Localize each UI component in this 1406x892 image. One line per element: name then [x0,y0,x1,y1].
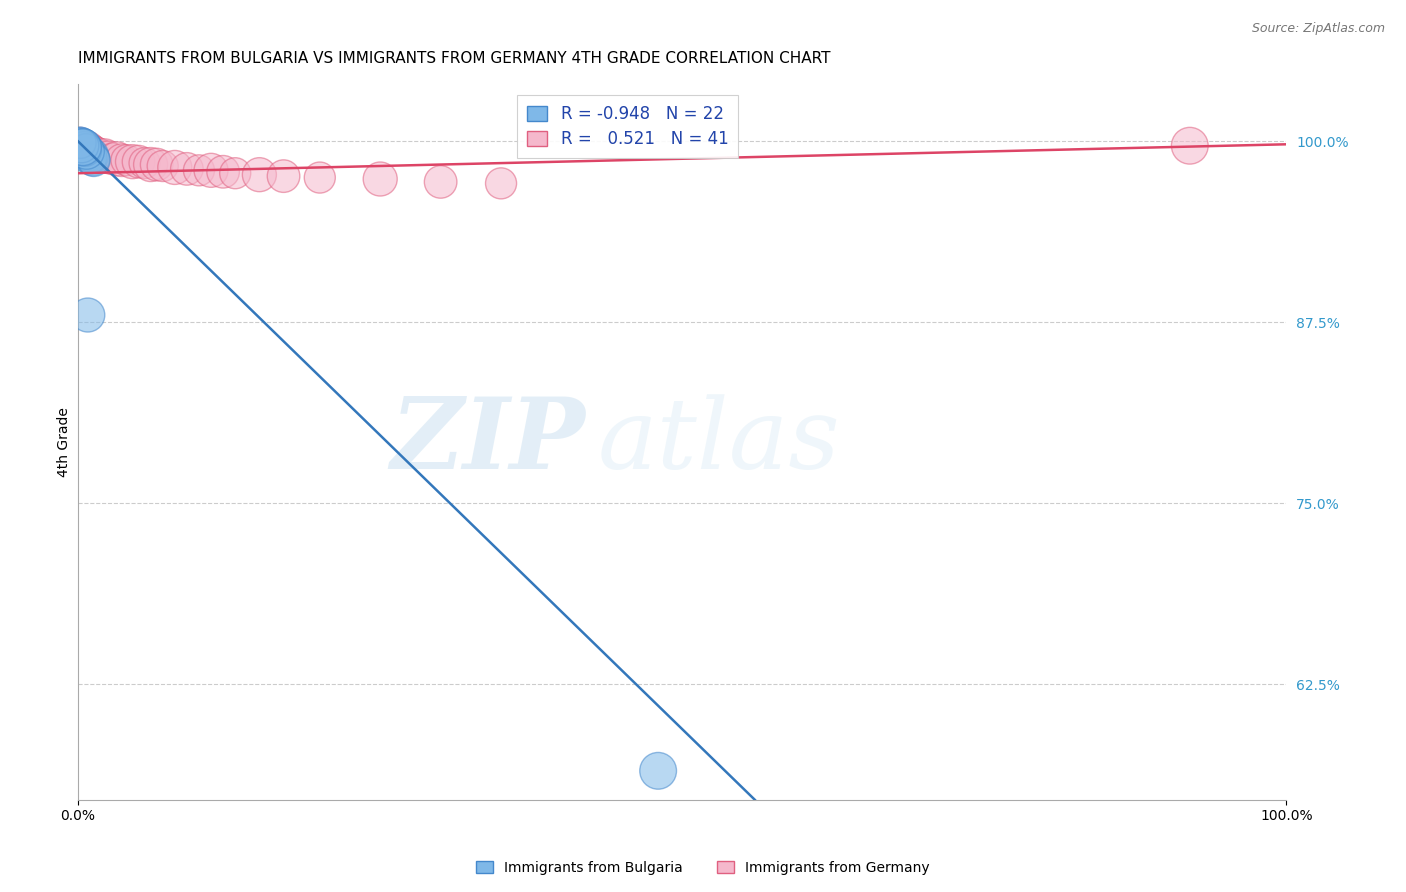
Text: Source: ZipAtlas.com: Source: ZipAtlas.com [1251,22,1385,36]
Point [73,142,96,156]
Point [79,149,101,163]
Point [121,154,143,169]
Point [70,138,93,153]
Point [111,153,134,168]
Point [76,142,98,156]
Point [489,177,512,191]
Point [69,137,91,152]
Point [69,137,91,152]
Point [139,157,162,171]
Point [72,140,94,154]
Point [80,145,103,159]
Point [75,143,97,157]
Point [429,175,451,189]
Point [128,154,150,169]
Point [76,142,98,156]
Point [76,145,98,159]
Point [273,169,295,183]
Y-axis label: 4th Grade: 4th Grade [58,407,72,476]
Point [82,152,104,166]
Point [200,163,222,178]
Point [93,149,115,163]
Point [90,149,112,163]
Point [69,136,91,150]
Point [212,165,235,179]
Point [77,143,100,157]
Point [368,172,391,186]
Point [308,170,330,185]
Point [152,159,174,173]
Text: atlas: atlas [598,394,841,490]
Point [247,168,270,182]
Point [83,153,105,168]
Point [79,143,101,157]
Point [77,147,100,161]
Point [67,136,90,150]
Point [75,140,97,154]
Point [87,147,110,161]
Legend: R = -0.948   N = 22, R =   0.521   N = 41: R = -0.948 N = 22, R = 0.521 N = 41 [517,95,738,158]
Point [1178,138,1201,153]
Point [224,166,246,180]
Point [76,145,98,160]
Point [72,140,94,154]
Point [188,163,211,178]
Point [72,140,94,154]
Point [73,140,96,154]
Point [76,145,98,159]
Point [72,138,94,153]
Point [105,152,128,166]
Point [647,764,669,778]
Point [145,157,167,171]
Text: ZIP: ZIP [391,393,586,490]
Point [101,152,124,166]
Legend: Immigrants from Bulgaria, Immigrants from Germany: Immigrants from Bulgaria, Immigrants fro… [471,855,935,880]
Point [80,150,103,164]
Point [97,150,120,164]
Point [84,147,107,161]
Point [83,145,105,160]
Point [73,142,96,156]
Point [75,143,97,157]
Point [70,138,93,153]
Point [70,138,93,153]
Point [82,145,104,159]
Point [176,161,198,176]
Point [163,161,186,175]
Point [115,153,138,168]
Text: IMMIGRANTS FROM BULGARIA VS IMMIGRANTS FROM GERMANY 4TH GRADE CORRELATION CHART: IMMIGRANTS FROM BULGARIA VS IMMIGRANTS F… [79,51,831,66]
Point [76,308,98,322]
Point [70,138,93,153]
Point [134,156,156,170]
